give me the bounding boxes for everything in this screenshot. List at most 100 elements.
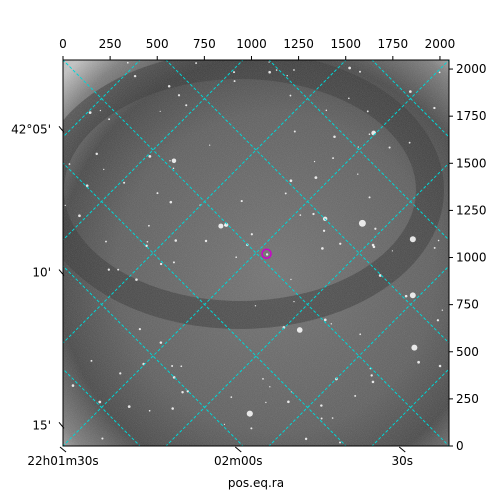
star xyxy=(180,365,183,368)
star xyxy=(299,214,302,216)
star xyxy=(378,274,382,277)
star xyxy=(358,219,366,227)
star xyxy=(293,130,296,133)
star-field xyxy=(64,61,444,444)
star xyxy=(368,133,371,135)
star xyxy=(195,62,198,64)
dec-tick-mark xyxy=(58,126,65,133)
star xyxy=(145,244,148,248)
star xyxy=(95,152,99,156)
star xyxy=(320,417,323,420)
star xyxy=(371,380,375,384)
star xyxy=(246,410,253,417)
y-tick-label: 0 xyxy=(456,439,464,453)
star xyxy=(371,130,376,136)
x-tick-label: 1750 xyxy=(378,37,409,51)
star xyxy=(290,278,292,281)
star xyxy=(293,300,295,303)
star xyxy=(359,333,362,336)
star xyxy=(289,179,293,183)
star xyxy=(348,66,352,70)
star xyxy=(103,168,105,171)
star xyxy=(268,70,271,74)
star xyxy=(133,74,137,78)
star xyxy=(64,204,66,207)
star xyxy=(138,328,142,331)
ra-tick-label: 22h01m30s xyxy=(27,454,98,468)
star xyxy=(167,85,171,88)
star xyxy=(357,146,359,148)
star xyxy=(186,390,189,393)
star xyxy=(126,61,129,64)
star xyxy=(409,236,416,243)
star xyxy=(262,378,264,380)
y-tick-label: 2000 xyxy=(456,62,487,76)
plot-frame xyxy=(62,59,450,447)
star xyxy=(204,239,208,243)
x-tick-label: 1500 xyxy=(330,37,361,51)
ra-axis-bottom: 22h01m30s 02m00s 30s xyxy=(27,446,413,468)
star xyxy=(265,401,267,404)
y-tick-label: 1000 xyxy=(456,251,487,265)
star xyxy=(287,400,290,404)
star xyxy=(159,262,163,266)
star xyxy=(169,160,171,162)
star xyxy=(169,200,173,204)
grid-line xyxy=(371,60,449,138)
star xyxy=(159,110,161,112)
star xyxy=(368,196,371,199)
grid-line xyxy=(268,265,449,446)
star xyxy=(123,181,126,184)
pixel-y-axis-right: 0 250 500 750 1000 1250 1500 1750 2000 xyxy=(449,62,487,453)
star xyxy=(321,247,324,250)
dec-axis-left: 42°05' 10' 15' xyxy=(11,122,65,432)
star xyxy=(85,184,89,188)
x-tick-label: 500 xyxy=(146,37,169,51)
grid-line xyxy=(268,60,449,241)
star xyxy=(320,404,323,407)
y-tick-label: 1750 xyxy=(456,109,487,123)
x-tick-label: 250 xyxy=(99,37,122,51)
star xyxy=(296,327,303,333)
star xyxy=(332,157,334,160)
star xyxy=(235,256,238,259)
star xyxy=(233,80,236,83)
star xyxy=(417,360,420,364)
ra-tick-mark xyxy=(59,446,67,453)
target-marker xyxy=(261,248,272,260)
star xyxy=(171,407,174,410)
star xyxy=(404,294,408,298)
star xyxy=(433,106,436,110)
star xyxy=(146,240,149,243)
star xyxy=(268,61,270,63)
dec-tick-label: 42°05' xyxy=(11,122,51,136)
star xyxy=(370,374,373,377)
star xyxy=(388,146,391,149)
star xyxy=(359,70,361,73)
star xyxy=(325,109,328,112)
star xyxy=(90,359,93,362)
ra-tick-label: 30s xyxy=(391,454,413,468)
grid-line xyxy=(371,368,449,446)
star xyxy=(99,109,102,112)
star xyxy=(339,441,341,444)
star xyxy=(313,160,316,163)
star xyxy=(135,278,138,281)
star xyxy=(275,69,278,71)
star xyxy=(391,250,393,252)
star xyxy=(374,227,377,230)
star xyxy=(171,158,177,163)
star xyxy=(181,391,184,394)
star xyxy=(269,386,271,388)
star xyxy=(117,268,120,271)
star xyxy=(348,97,350,100)
star xyxy=(265,253,269,256)
star xyxy=(408,141,411,144)
star xyxy=(323,318,327,322)
star xyxy=(339,242,342,245)
star xyxy=(441,309,444,311)
star xyxy=(437,239,440,242)
star xyxy=(312,212,315,216)
star xyxy=(185,104,188,107)
